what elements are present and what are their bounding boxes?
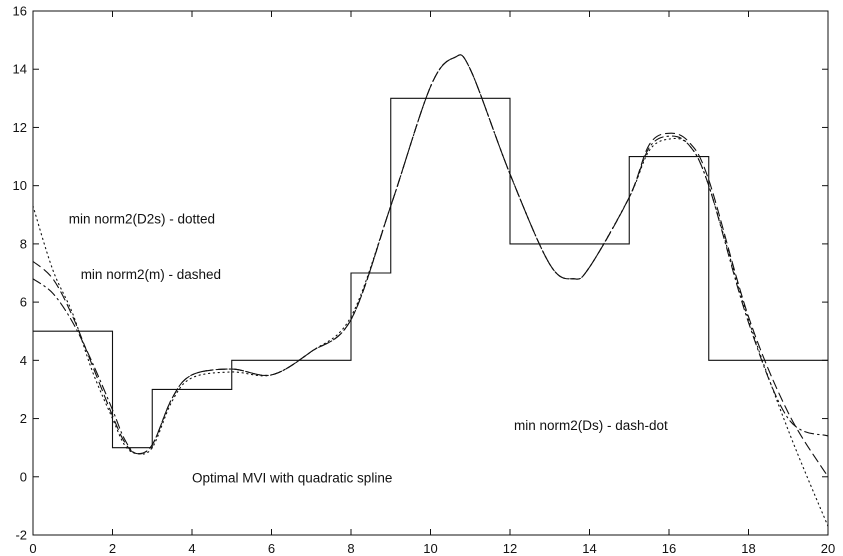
y-tick-label: 12 — [13, 120, 27, 135]
y-tick-label: 10 — [13, 178, 27, 193]
x-tick-label: 12 — [503, 541, 517, 556]
x-tick-label: 2 — [109, 541, 116, 556]
annotations: min norm2(D2s) - dotted min norm2(m) - da… — [69, 212, 668, 486]
x-tick-label: 14 — [582, 541, 596, 556]
x-tick-label: 6 — [268, 541, 275, 556]
y-tick-label: 4 — [20, 353, 27, 368]
x-tick-label: 0 — [29, 541, 36, 556]
series-layer — [32, 54, 829, 527]
y-tick-label: 8 — [20, 236, 27, 251]
x-tick-label: 8 — [347, 541, 354, 556]
x-tick-label: 20 — [821, 541, 835, 556]
x-tick-label: 18 — [741, 541, 755, 556]
annotation-text: Optimal MVI with quadratic spline — [192, 471, 392, 486]
annotation-text: min norm2(Ds) - dash-dot — [514, 418, 668, 433]
y-tick-label: 6 — [20, 295, 27, 310]
x-tick-label: 16 — [662, 541, 676, 556]
y-tick-label: -2 — [15, 528, 27, 543]
series-line-solid-step — [33, 97, 828, 449]
x-tick-label: 10 — [423, 541, 437, 556]
annotation-text: min norm2(m) - dashed — [81, 267, 221, 282]
x-tick-label: 4 — [188, 541, 195, 556]
y-tick-label: 16 — [13, 4, 27, 19]
y-tick-label: 2 — [20, 411, 27, 426]
y-tick-label: 0 — [20, 469, 27, 484]
series-line-dash-dot — [32, 54, 829, 455]
y-tick-label: 14 — [13, 62, 27, 77]
annotation-text: min norm2(D2s) - dotted — [69, 212, 215, 227]
